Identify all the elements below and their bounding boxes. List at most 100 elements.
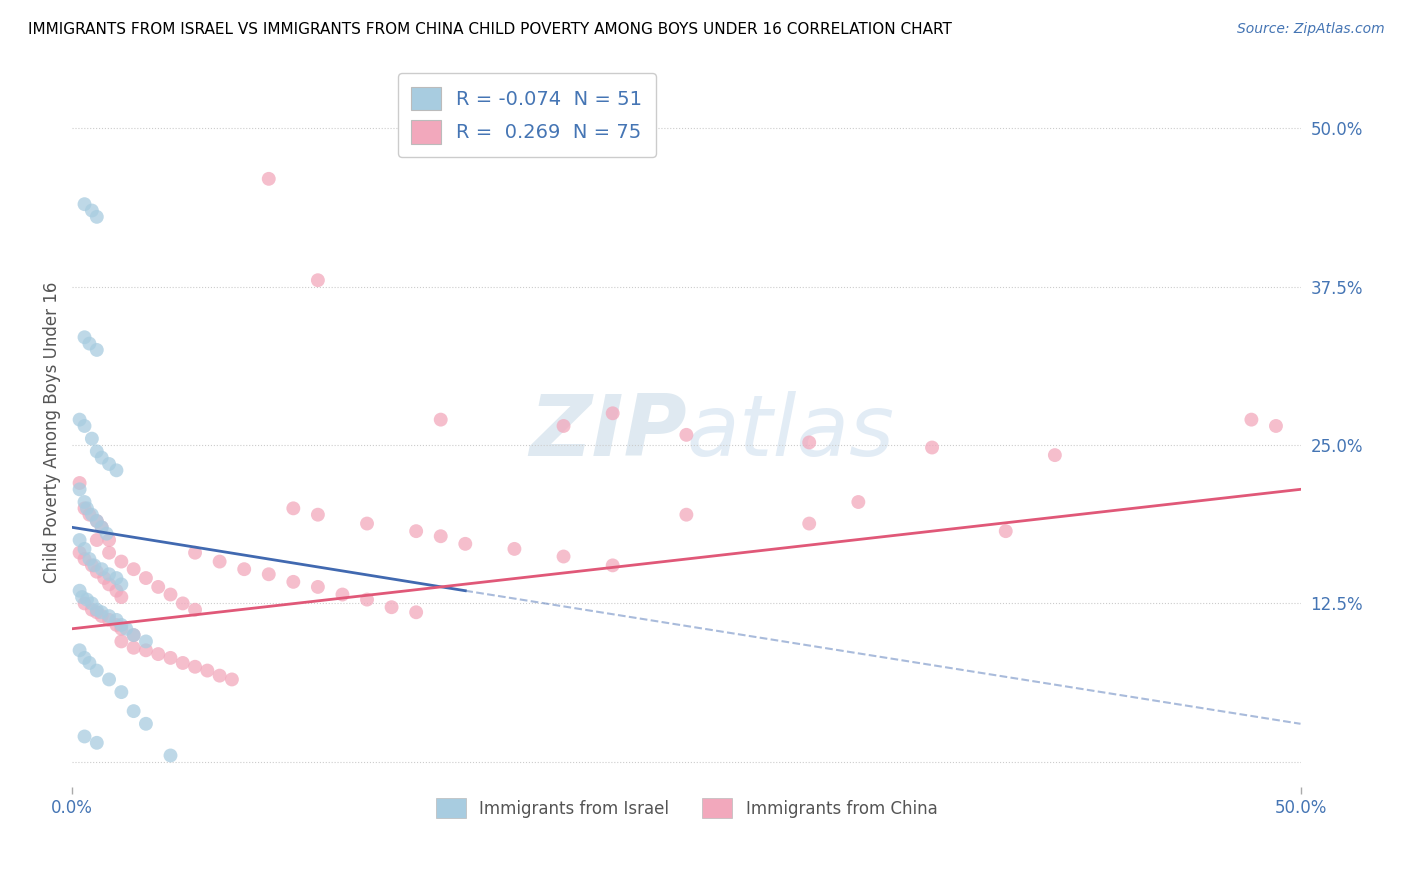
Point <box>799 516 821 531</box>
Point <box>105 571 128 585</box>
Point <box>257 567 280 582</box>
Point <box>110 618 132 632</box>
Point <box>98 577 121 591</box>
Point <box>83 558 105 573</box>
Point <box>172 656 194 670</box>
Point <box>86 605 108 619</box>
Point <box>184 546 207 560</box>
Point <box>69 412 91 426</box>
Point <box>429 412 451 426</box>
Point <box>73 651 96 665</box>
Point <box>405 524 427 538</box>
Point <box>110 622 132 636</box>
Point <box>602 406 624 420</box>
Point <box>172 596 194 610</box>
Point <box>90 520 112 534</box>
Point <box>73 730 96 744</box>
Y-axis label: Child Poverty Among Boys Under 16: Child Poverty Among Boys Under 16 <box>44 282 60 583</box>
Point <box>69 546 91 560</box>
Point <box>122 562 145 576</box>
Point <box>90 609 112 624</box>
Legend: Immigrants from Israel, Immigrants from China: Immigrants from Israel, Immigrants from … <box>429 791 943 825</box>
Point <box>122 640 145 655</box>
Point <box>98 546 121 560</box>
Point <box>86 343 108 357</box>
Point <box>233 562 256 576</box>
Text: atlas: atlas <box>686 391 894 474</box>
Point <box>110 590 132 604</box>
Point <box>73 495 96 509</box>
Point <box>79 552 101 566</box>
Point <box>79 656 101 670</box>
Point <box>80 203 103 218</box>
Point <box>356 592 378 607</box>
Point <box>602 558 624 573</box>
Point <box>90 562 112 576</box>
Point <box>73 419 96 434</box>
Point <box>69 475 91 490</box>
Point <box>195 664 218 678</box>
Point <box>105 618 128 632</box>
Point <box>148 647 170 661</box>
Point <box>208 668 231 682</box>
Point <box>221 673 243 687</box>
Point <box>307 273 329 287</box>
Point <box>454 537 477 551</box>
Point <box>76 501 98 516</box>
Point <box>105 583 128 598</box>
Point <box>115 622 138 636</box>
Point <box>80 558 103 573</box>
Point <box>86 210 108 224</box>
Point <box>98 613 121 627</box>
Point <box>110 577 132 591</box>
Text: Source: ZipAtlas.com: Source: ZipAtlas.com <box>1237 22 1385 37</box>
Point <box>69 483 91 497</box>
Point <box>110 555 132 569</box>
Point <box>1043 448 1066 462</box>
Point <box>675 508 697 522</box>
Point <box>1240 412 1263 426</box>
Point <box>257 171 280 186</box>
Point <box>90 605 112 619</box>
Point <box>98 567 121 582</box>
Point <box>135 643 157 657</box>
Point <box>135 571 157 585</box>
Point <box>73 330 96 344</box>
Point <box>307 508 329 522</box>
Point <box>73 541 96 556</box>
Point <box>105 463 128 477</box>
Point <box>122 704 145 718</box>
Point <box>307 580 329 594</box>
Point <box>122 628 145 642</box>
Point <box>90 450 112 465</box>
Text: IMMIGRANTS FROM ISRAEL VS IMMIGRANTS FROM CHINA CHILD POVERTY AMONG BOYS UNDER 1: IMMIGRANTS FROM ISRAEL VS IMMIGRANTS FRO… <box>28 22 952 37</box>
Point <box>135 634 157 648</box>
Point <box>98 533 121 547</box>
Point <box>675 427 697 442</box>
Point <box>110 634 132 648</box>
Point <box>135 716 157 731</box>
Point <box>79 508 101 522</box>
Point <box>86 736 108 750</box>
Point <box>105 613 128 627</box>
Point <box>69 583 91 598</box>
Point <box>70 590 93 604</box>
Point <box>159 588 181 602</box>
Point <box>86 664 108 678</box>
Point <box>405 605 427 619</box>
Point <box>503 541 526 556</box>
Point <box>98 457 121 471</box>
Point <box>159 748 181 763</box>
Point <box>799 435 821 450</box>
Point <box>159 651 181 665</box>
Point <box>356 516 378 531</box>
Point <box>73 501 96 516</box>
Point <box>332 588 354 602</box>
Point <box>79 336 101 351</box>
Point <box>86 565 108 579</box>
Point <box>553 419 575 434</box>
Point <box>1265 419 1288 434</box>
Point <box>93 571 115 585</box>
Point <box>921 441 943 455</box>
Text: ZIP: ZIP <box>529 391 686 474</box>
